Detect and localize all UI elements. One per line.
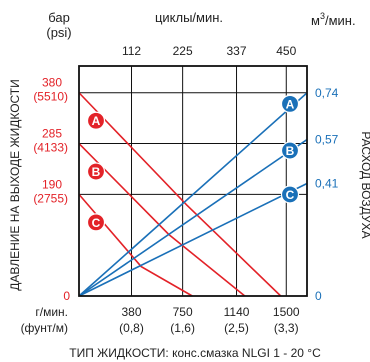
x-unit-secondary: (фунт/м)	[21, 321, 68, 335]
pressure-marker-b: B	[86, 162, 106, 181]
air-line-c	[78, 182, 308, 297]
top-right-unit: м3/мин.	[311, 11, 356, 28]
x-tick-sub-label: (2,5)	[224, 321, 249, 335]
x-tick-sub-label: (3,3)	[274, 321, 299, 335]
marker-letter: B	[286, 144, 295, 158]
y-right-tick-label: 0,74	[315, 86, 339, 100]
marker-circle	[86, 111, 106, 130]
air-line-b	[78, 138, 308, 297]
pressure-marker-c: C	[86, 213, 106, 232]
labels-layer: 380 (0,8) 750 (1,6) 1140 (2,5) 1500 (3,3) 112 225…	[33, 44, 338, 335]
y-left-tick-sub-label: (5510)	[33, 90, 68, 104]
x-unit-primary: г/мин.	[35, 305, 68, 319]
bottom-title: ТИП ЖИДКОСТИ: конс.смазка NLGI 1 - 20 °C	[69, 346, 321, 360]
marker-letter: C	[92, 216, 101, 230]
marker-letter: A	[286, 97, 295, 111]
top-left-unit: бар	[48, 10, 70, 25]
top-tick-label: 225	[173, 44, 193, 58]
top-left-unit-sub: (psi)	[46, 25, 71, 40]
top-tick-label: 450	[276, 44, 296, 58]
y-right-zero-label: 0	[315, 289, 322, 303]
y-left-tick-sub-label: (4133)	[33, 141, 68, 155]
pressure-marker-a: A	[86, 111, 106, 130]
x-tick-label: 380	[121, 305, 141, 319]
plot-frame	[78, 65, 308, 297]
y-left-tick-label: 285	[42, 127, 62, 141]
series-layer	[78, 92, 308, 297]
top-axis-title: циклы/мин.	[155, 10, 223, 25]
grid	[79, 66, 307, 296]
top-tick-label: 337	[227, 44, 247, 58]
left-axis-title: ДАВЛЕНИЕ НА ВЫХОДЕ ЖИДКОСТИ	[8, 79, 22, 291]
air-marker-c: C	[280, 185, 300, 204]
air-marker-a: A	[280, 94, 300, 113]
marker-circle	[280, 94, 300, 113]
marker-letter: C	[286, 188, 295, 202]
markers-layer: A B C A B C	[86, 94, 300, 232]
x-tick-sub-label: (1,6)	[170, 321, 195, 335]
marker-circle	[86, 213, 106, 232]
marker-circle	[280, 185, 300, 204]
x-tick-sub-label: (0,8)	[119, 321, 144, 335]
right-axis-title: РАСХОД ВОЗДУХА	[359, 131, 370, 238]
y-left-tick-label: 190	[42, 177, 62, 191]
marker-circle	[280, 141, 300, 160]
y-left-tick-label: 380	[42, 76, 62, 90]
x-tick-label: 1140	[224, 305, 250, 319]
x-tick-label: 750	[173, 305, 193, 319]
x-tick-label: 1500	[273, 305, 300, 319]
y-left-zero-label: 0	[63, 289, 70, 303]
air-marker-b: B	[280, 141, 300, 160]
y-left-tick-sub-label: (2755)	[33, 191, 68, 205]
y-right-tick-label: 0,41	[315, 176, 339, 190]
air-line-a	[78, 92, 308, 297]
y-right-tick-label: 0,57	[315, 133, 339, 147]
marker-letter: A	[92, 114, 101, 128]
marker-letter: B	[92, 165, 101, 179]
marker-circle	[86, 162, 106, 181]
pressure-line-a	[78, 92, 282, 297]
top-tick-label: 112	[122, 44, 141, 58]
